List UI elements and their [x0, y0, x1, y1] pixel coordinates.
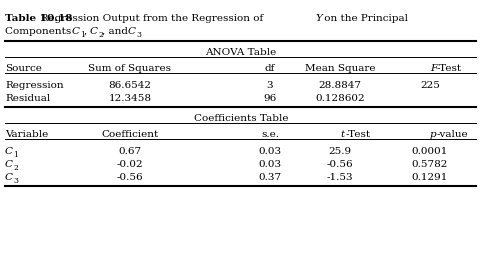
Text: 0.1291: 0.1291 [411, 173, 447, 182]
Text: C: C [5, 147, 13, 156]
Text: 28.8847: 28.8847 [318, 81, 361, 90]
Text: Components: Components [5, 27, 74, 36]
Text: s.e.: s.e. [261, 130, 278, 139]
Text: ANOVA Table: ANOVA Table [205, 48, 276, 57]
Text: on the Principal: on the Principal [320, 14, 407, 23]
Text: 0.37: 0.37 [258, 173, 281, 182]
Text: C: C [5, 160, 13, 169]
Text: Y: Y [314, 14, 321, 23]
Text: 12.3458: 12.3458 [108, 94, 151, 103]
Text: -0.02: -0.02 [117, 160, 143, 169]
Text: -0.56: -0.56 [117, 173, 143, 182]
Text: C: C [72, 27, 80, 36]
Text: t: t [339, 130, 343, 139]
Text: , and: , and [102, 27, 131, 36]
Text: p: p [429, 130, 436, 139]
Text: 3: 3 [136, 31, 141, 39]
Text: -value: -value [436, 130, 468, 139]
Text: Variable: Variable [5, 130, 48, 139]
Text: 0.67: 0.67 [118, 147, 141, 156]
Text: 2: 2 [13, 164, 18, 172]
Text: -Test: -Test [436, 64, 461, 73]
Text: -1.53: -1.53 [326, 173, 353, 182]
Text: C: C [5, 173, 13, 182]
Text: df: df [264, 64, 275, 73]
Text: 0.03: 0.03 [258, 160, 281, 169]
Text: 3: 3 [266, 81, 273, 90]
Text: 3: 3 [13, 177, 18, 185]
Text: 225: 225 [419, 81, 439, 90]
Text: Mean Square: Mean Square [304, 64, 374, 73]
Text: Regression: Regression [5, 81, 63, 90]
Text: 25.9: 25.9 [328, 147, 351, 156]
Text: Source: Source [5, 64, 42, 73]
Text: 86.6542: 86.6542 [108, 81, 151, 90]
Text: C: C [128, 27, 136, 36]
Text: ,: , [84, 27, 87, 36]
Text: Sum of Squares: Sum of Squares [88, 64, 171, 73]
Text: 96: 96 [263, 94, 276, 103]
Text: Regression Output from the Regression of: Regression Output from the Regression of [5, 14, 266, 23]
Text: 0.5782: 0.5782 [411, 160, 447, 169]
Text: C: C [90, 27, 98, 36]
Text: Table 10.18: Table 10.18 [5, 14, 72, 23]
Text: 2: 2 [98, 31, 103, 39]
Text: 0.0001: 0.0001 [411, 147, 447, 156]
Text: Coefficient: Coefficient [101, 130, 158, 139]
Text: 1: 1 [13, 151, 18, 159]
Text: 1: 1 [80, 31, 84, 39]
Text: Coefficients Table: Coefficients Table [193, 114, 288, 123]
Text: -0.56: -0.56 [326, 160, 353, 169]
Text: Residual: Residual [5, 94, 50, 103]
Text: 0.128602: 0.128602 [314, 94, 364, 103]
Text: 0.03: 0.03 [258, 147, 281, 156]
Text: -Test: -Test [345, 130, 371, 139]
Text: F: F [429, 64, 436, 73]
